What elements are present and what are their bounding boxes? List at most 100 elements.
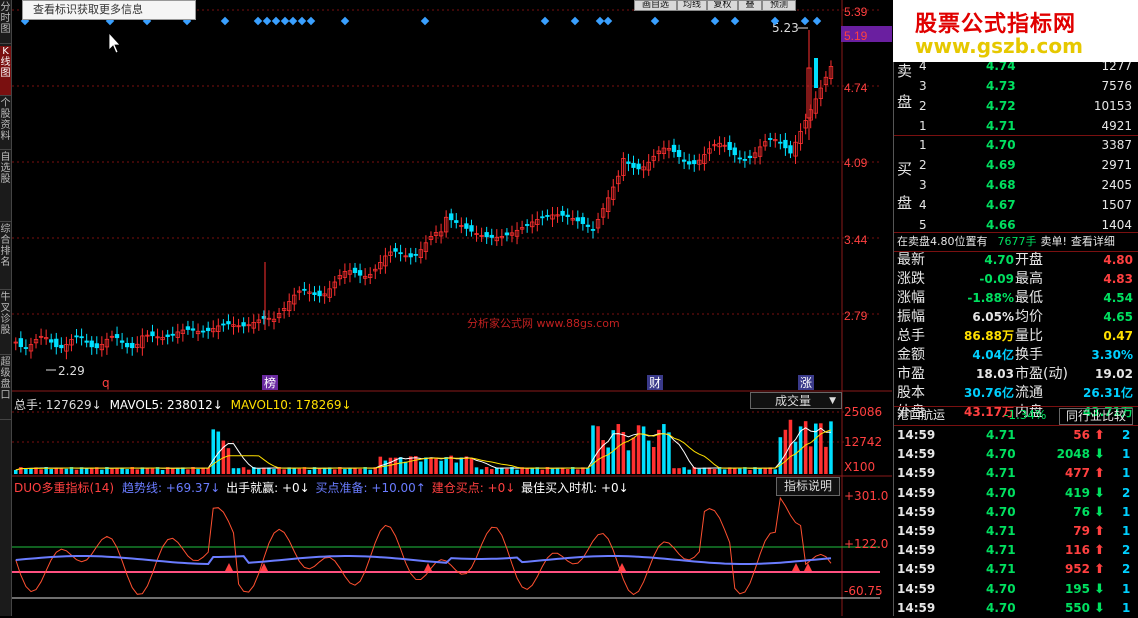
volume-bar <box>535 467 540 474</box>
kline-chart-area[interactable]: 5.39 5.19 4.74 4.09 3.44 2.79 5.23 2.29 分析家公式网 w… <box>12 0 892 616</box>
price-axis-label: 4.09 <box>844 156 868 170</box>
arrow-down-icon: ⬇ <box>1094 447 1105 463</box>
candle-body <box>757 146 763 157</box>
candle-body <box>702 154 707 164</box>
candle-body <box>160 336 165 341</box>
volume-bar <box>419 461 423 474</box>
volume-bar <box>95 467 99 474</box>
signal-diamond <box>297 16 307 26</box>
candle-body <box>200 330 206 333</box>
quote-value: 30.76亿 <box>964 386 1014 400</box>
toolbar-button[interactable]: 叠 <box>738 0 762 11</box>
quote-panel: 卖盘买盘 4 4.74 1277 3 4.73 7576 2 4.72 10153 1 4.71 492… <box>893 0 1138 616</box>
left-tab[interactable]: 超级盘口 <box>0 357 11 420</box>
candle-body <box>535 219 540 225</box>
volume-bar <box>145 467 150 474</box>
toolbar-button[interactable]: 预测 <box>762 0 796 11</box>
volume-bar <box>383 460 388 474</box>
candle-body <box>813 98 818 114</box>
event-marker[interactable]: 涨 <box>800 375 812 390</box>
volume-bars <box>12 411 880 474</box>
signal-diamond <box>288 16 298 26</box>
candle-body <box>818 87 824 99</box>
tick-trade-count: 1 <box>1122 504 1131 519</box>
volume-bar <box>322 467 327 474</box>
left-tab[interactable]: 综合排名 <box>0 224 11 290</box>
signal1-label: 出手就赢: +0↓ <box>226 481 310 495</box>
volume-bar <box>570 467 575 474</box>
tick-time: 14:59 <box>897 466 936 481</box>
volume-bar <box>793 441 798 474</box>
candle-body <box>170 333 175 336</box>
candle-body <box>226 321 231 325</box>
buy-signal-arrow <box>225 563 233 571</box>
buy-level-number: 4 <box>919 198 927 212</box>
volume-bar <box>798 426 803 474</box>
volume-bar <box>672 468 676 474</box>
event-marker[interactable]: q <box>102 376 110 390</box>
mavol10-line <box>15 429 832 471</box>
signal4-label: 最佳买入时机: +0↓ <box>521 481 629 495</box>
volume-indicator-select[interactable]: 成交量 ▼ <box>750 392 842 409</box>
quote-key: 涨跌 <box>897 271 925 287</box>
quote-value: -1.88% <box>967 291 1014 305</box>
volume-bar <box>707 467 712 474</box>
arrow-down-icon: ⬇ <box>1094 600 1105 616</box>
volume-bar <box>808 446 813 474</box>
candle-body <box>509 232 515 236</box>
candle-body <box>281 308 287 311</box>
indicator-help-button[interactable]: 指标说明 <box>776 477 840 496</box>
left-tab[interactable]: 分时图 <box>0 2 11 44</box>
candle-body <box>362 275 368 279</box>
event-marker[interactable]: 财 <box>649 376 661 390</box>
volume-bar <box>165 467 170 474</box>
volume-bar <box>292 467 297 474</box>
quote-key: 开盘 <box>1015 252 1043 268</box>
volume-bar <box>738 468 742 474</box>
left-tab[interactable]: 个股资料 <box>0 98 11 150</box>
candle-body <box>519 227 525 230</box>
candle-body <box>408 253 413 258</box>
tick-price: 4.70 <box>986 600 1016 615</box>
candle-body <box>752 152 758 159</box>
candle-body <box>661 147 667 155</box>
signal-diamond <box>271 16 281 26</box>
tick-time: 14:59 <box>897 485 936 500</box>
candle-body <box>251 322 256 329</box>
volume-bar <box>327 467 332 474</box>
arrow-up-icon: ⬆ <box>1094 562 1105 578</box>
candle-body <box>140 335 145 349</box>
candle-body <box>352 267 358 274</box>
notice-detail-link[interactable]: 查看详细 <box>1070 235 1115 248</box>
oscillator-line <box>15 496 832 596</box>
trend-line-label: 趋势线: +69.37↓ <box>121 481 221 495</box>
toolbar-button[interactable]: 画自选 <box>634 0 677 11</box>
buy-price: 4.69 <box>986 158 1016 172</box>
candle-body <box>530 221 535 228</box>
event-marker[interactable]: 榜 <box>264 375 276 390</box>
left-tab[interactable]: 自选股 <box>0 152 11 222</box>
left-tab[interactable]: K线图 <box>0 46 11 96</box>
candle-body <box>342 271 348 278</box>
tick-trade-count: 2 <box>1122 428 1131 442</box>
volume-bar <box>439 460 443 474</box>
volume-bar <box>267 467 271 474</box>
quote-key: 股本 <box>897 385 925 401</box>
sell-volume: 7576 <box>1101 79 1132 93</box>
candle-body <box>246 324 251 327</box>
candle-body <box>23 347 29 349</box>
left-tab[interactable]: 牛叉诊股 <box>0 292 11 355</box>
buy-level-number: 1 <box>919 138 927 152</box>
volume-bar <box>743 467 747 474</box>
candle-body <box>742 159 748 161</box>
candle-body <box>231 324 236 327</box>
sector-compare-button[interactable]: 同行业比较 <box>1059 408 1133 425</box>
volume-bar <box>388 457 393 474</box>
volume-bar <box>105 467 109 474</box>
volume-bar <box>211 429 216 474</box>
toolbar-button[interactable]: 均线 <box>677 0 707 11</box>
candle-body <box>494 236 499 242</box>
toolbar-button[interactable]: 复权 <box>707 0 738 11</box>
signal-diamond <box>253 16 263 26</box>
candle-body <box>74 335 79 338</box>
